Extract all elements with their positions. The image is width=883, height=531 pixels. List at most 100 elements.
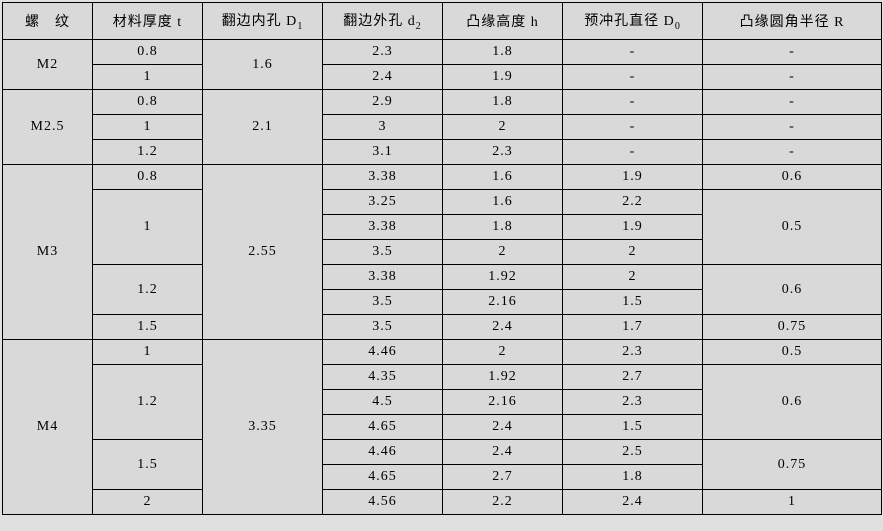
cell-h: 1.9 [443,65,563,90]
cell-h: 2.2 [443,490,563,515]
table-row: M2 0.8 1.6 2.3 1.8 - - [3,40,882,65]
cell-d2: 3.5 [323,240,443,265]
cell-D0: 1.5 [563,290,703,315]
cell-D0: - [563,90,703,115]
col-outer-hole: 翻边外孔 d2 [323,3,443,40]
table-row: 1 2.4 1.9 - - [3,65,882,90]
cell-D0: 2.3 [563,390,703,415]
cell-d2: 3.1 [323,140,443,165]
table-row: M4 1 3.35 4.46 2 2.3 0.5 [3,340,882,365]
cell-D0: 1.9 [563,165,703,190]
cell-D0: - [563,40,703,65]
cell-D0: 2.5 [563,440,703,465]
cell-t: 1 [93,340,203,365]
table-row: M2.5 0.8 2.1 2.9 1.8 - - [3,90,882,115]
cell-h: 2.16 [443,290,563,315]
cell-thread: M2.5 [3,90,93,165]
cell-t: 1 [93,190,203,265]
table-row: 1.5 3.5 2.4 1.7 0.75 [3,315,882,340]
cell-R: 0.75 [703,315,882,340]
cell-h: 2.4 [443,315,563,340]
cell-t: 1.2 [93,265,203,315]
cell-t: 1 [93,115,203,140]
cell-d2: 4.5 [323,390,443,415]
cell-d2: 4.35 [323,365,443,390]
table-row: 1.2 3.38 1.92 2 0.6 [3,265,882,290]
cell-d2: 3.5 [323,290,443,315]
spec-table: 螺 纹 材料厚度 t 翻边内孔 D1 翻边外孔 d2 凸缘高度 h 预冲孔直径 … [2,2,882,515]
cell-thread: M4 [3,340,93,515]
cell-D0: - [563,65,703,90]
cell-R: - [703,140,882,165]
cell-h: 1.92 [443,365,563,390]
cell-D0: 1.7 [563,315,703,340]
cell-t: 1.5 [93,315,203,340]
cell-R: 0.6 [703,165,882,190]
col-inner-hole: 翻边内孔 D1 [203,3,323,40]
cell-D0: 2.3 [563,340,703,365]
cell-d2: 3.38 [323,265,443,290]
cell-R: - [703,65,882,90]
cell-t: 1 [93,65,203,90]
cell-D0: - [563,140,703,165]
cell-h: 1.8 [443,215,563,240]
cell-D0: 1.9 [563,215,703,240]
cell-t: 1.2 [93,365,203,440]
cell-d2: 2.3 [323,40,443,65]
cell-D0: 2 [563,265,703,290]
cell-D0: 1.8 [563,465,703,490]
table-row: 1.5 4.46 2.4 2.5 0.75 [3,440,882,465]
cell-d2: 3.38 [323,165,443,190]
cell-h: 1.8 [443,90,563,115]
col-thickness: 材料厚度 t [93,3,203,40]
cell-d2: 4.65 [323,415,443,440]
cell-h: 2.3 [443,140,563,165]
cell-R: - [703,40,882,65]
cell-inner: 3.35 [203,340,323,515]
cell-d2: 2.4 [323,65,443,90]
table-row: 1.2 4.35 1.92 2.7 0.6 [3,365,882,390]
table-row: 1 3 2 - - [3,115,882,140]
cell-h: 2.7 [443,465,563,490]
table-row: 1.2 3.1 2.3 - - [3,140,882,165]
cell-d2: 3.38 [323,215,443,240]
cell-R: 0.75 [703,440,882,490]
cell-d2: 3.5 [323,315,443,340]
cell-thread: M2 [3,40,93,90]
cell-R: - [703,115,882,140]
cell-t: 0.8 [93,90,203,115]
cell-D0: 2.7 [563,365,703,390]
cell-inner: 2.55 [203,165,323,340]
cell-d2: 3.25 [323,190,443,215]
cell-t: 0.8 [93,40,203,65]
cell-D0: 2 [563,240,703,265]
cell-h: 2.16 [443,390,563,415]
col-flange-height: 凸缘高度 h [443,3,563,40]
cell-h: 2 [443,340,563,365]
cell-d2: 4.46 [323,340,443,365]
cell-d2: 3 [323,115,443,140]
cell-R: 0.6 [703,365,882,440]
table-row: 2 4.56 2.2 2.4 1 [3,490,882,515]
cell-D0: 1.5 [563,415,703,440]
cell-h: 2.4 [443,415,563,440]
cell-h: 1.8 [443,40,563,65]
cell-D0: 2.2 [563,190,703,215]
cell-inner: 1.6 [203,40,323,90]
cell-t: 1.5 [93,440,203,490]
cell-thread: M3 [3,165,93,340]
cell-t: 1.2 [93,140,203,165]
cell-R: 0.5 [703,340,882,365]
col-prehole: 预冲孔直径 D0 [563,3,703,40]
cell-d2: 4.56 [323,490,443,515]
cell-h: 1.92 [443,265,563,290]
cell-inner: 2.1 [203,90,323,165]
cell-D0: 2.4 [563,490,703,515]
cell-h: 1.6 [443,190,563,215]
table-row: 1 3.25 1.6 2.2 0.5 [3,190,882,215]
cell-R: 0.5 [703,190,882,265]
col-thread: 螺 纹 [3,3,93,40]
cell-h: 2 [443,240,563,265]
cell-R: 1 [703,490,882,515]
cell-d2: 4.46 [323,440,443,465]
